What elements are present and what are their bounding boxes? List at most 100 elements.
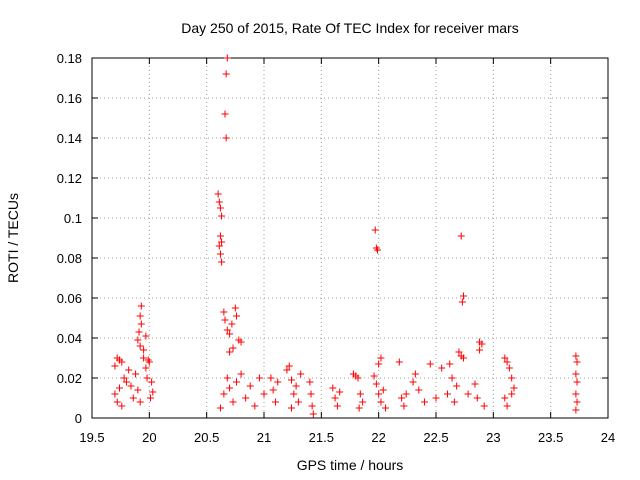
data-point — [226, 330, 234, 338]
data-point — [283, 366, 291, 374]
data-point — [214, 190, 222, 198]
data-point — [267, 374, 275, 382]
data-point — [120, 374, 128, 382]
data-point — [457, 232, 465, 240]
data-point — [129, 394, 137, 402]
data-point — [460, 354, 468, 362]
x-tick-label: 23 — [486, 430, 500, 445]
data-point — [221, 110, 229, 118]
data-point — [142, 364, 150, 372]
data-point — [135, 328, 143, 336]
data-point — [149, 388, 157, 396]
y-tick-label: 0 — [75, 411, 82, 426]
data-point — [216, 232, 224, 240]
data-point — [443, 390, 451, 398]
data-point — [226, 384, 234, 392]
data-point — [118, 402, 126, 410]
data-point — [354, 374, 362, 382]
data-point — [464, 390, 472, 398]
data-point — [132, 370, 140, 378]
y-tick-label: 0.06 — [57, 291, 82, 306]
data-point — [572, 352, 580, 360]
data-point — [118, 358, 126, 366]
data-point — [377, 398, 385, 406]
data-point — [125, 366, 133, 374]
y-tick-label: 0.14 — [57, 131, 82, 146]
data-point — [505, 364, 513, 372]
data-point — [134, 386, 142, 394]
data-point — [458, 298, 466, 306]
data-point — [508, 390, 516, 398]
data-point — [274, 378, 282, 386]
data-point — [476, 346, 484, 354]
x-tick-label: 23.5 — [538, 430, 563, 445]
data-point — [216, 250, 224, 258]
data-point — [140, 346, 148, 354]
x-tick-label: 21 — [257, 430, 271, 445]
data-point — [359, 398, 367, 406]
data-point — [375, 360, 383, 368]
data-point — [288, 376, 296, 384]
data-point — [226, 348, 234, 356]
data-point — [222, 134, 230, 142]
data-point — [501, 394, 509, 402]
data-point — [222, 70, 230, 78]
data-point — [269, 386, 277, 394]
data-point — [288, 404, 296, 412]
y-tick-label: 0.1 — [64, 211, 82, 226]
data-point — [510, 384, 518, 392]
data-point — [355, 404, 363, 412]
data-point — [336, 388, 344, 396]
data-point — [229, 398, 237, 406]
data-point — [478, 340, 486, 348]
x-tick-label: 24 — [601, 430, 615, 445]
data-point — [455, 348, 463, 356]
y-tick-labels: 0 0.02 0.04 0.06 0.08 0.1 0.12 0.14 0.16 0.18 — [57, 51, 82, 426]
data-point — [333, 402, 341, 410]
x-tick-label: 20.5 — [194, 430, 219, 445]
data-point — [290, 390, 298, 398]
data-point — [460, 292, 468, 300]
data-point — [448, 374, 456, 382]
x-tick-label: 19.5 — [79, 430, 104, 445]
data-point — [143, 374, 151, 382]
y-tick-label: 0.16 — [57, 91, 82, 106]
data-point — [372, 380, 380, 388]
data-point — [140, 354, 148, 362]
data-point — [216, 204, 224, 212]
x-tick-labels: 19.5 20 20.5 21 21.5 22 22.5 23 23.5 24 — [79, 430, 615, 445]
grid-lines — [92, 58, 608, 418]
y-tick-label: 0.02 — [57, 371, 82, 386]
data-point — [306, 378, 314, 386]
data-point — [229, 344, 237, 352]
data-point — [255, 374, 263, 382]
data-point — [400, 402, 408, 410]
data-point — [450, 398, 458, 406]
data-point — [480, 402, 488, 410]
data-point — [136, 312, 144, 320]
data-point — [415, 386, 423, 394]
data-point — [251, 402, 259, 410]
data-point — [573, 378, 581, 386]
data-point — [371, 226, 379, 234]
data-point — [411, 370, 419, 378]
data-points — [111, 54, 581, 418]
data-point — [308, 402, 316, 410]
data-point — [111, 390, 119, 398]
x-axis-label: GPS time / hours — [297, 457, 404, 473]
data-point — [237, 338, 245, 346]
data-point — [395, 358, 403, 366]
data-point — [242, 394, 250, 402]
data-point — [307, 390, 315, 398]
data-point — [220, 390, 228, 398]
data-point — [501, 354, 509, 362]
data-point — [232, 378, 240, 386]
data-point — [375, 390, 383, 398]
data-point — [573, 358, 581, 366]
x-tick-label: 22 — [371, 430, 385, 445]
data-point — [137, 302, 145, 310]
data-point — [370, 372, 378, 380]
data-point — [409, 378, 417, 386]
data-point — [503, 358, 511, 366]
data-point — [294, 398, 302, 406]
